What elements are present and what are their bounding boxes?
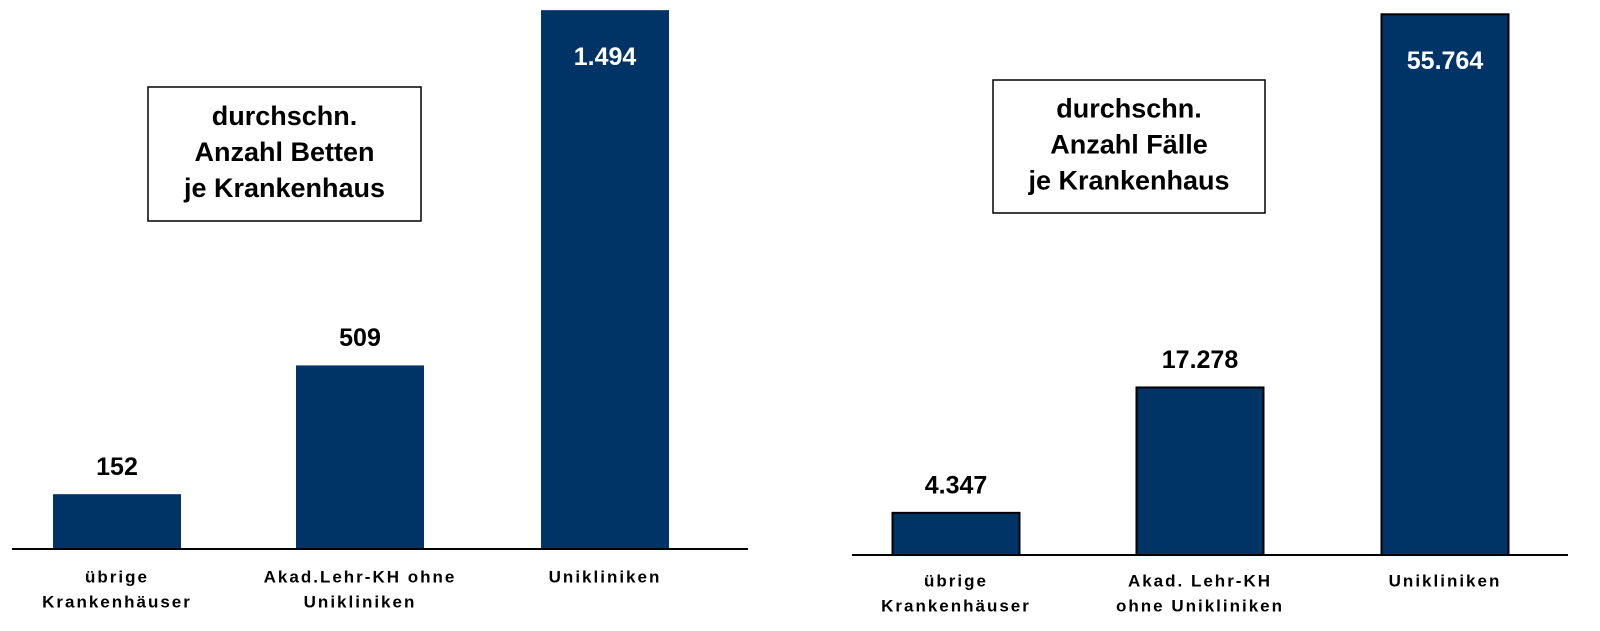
x-tick-label: ohne Unikliniken (1116, 596, 1284, 615)
x-tick-label: Krankenhäuser (42, 592, 192, 611)
chart-title: je Krankenhaus (183, 173, 385, 203)
bar (53, 494, 181, 549)
x-tick-label: Akad.Lehr-KH ohne (264, 567, 457, 586)
x-tick-label: Unikliniken (304, 592, 417, 611)
x-tick-label: übrige (924, 571, 988, 590)
title-box (992, 79, 1266, 214)
value-label: 55.764 (1407, 47, 1484, 75)
bar (296, 365, 424, 549)
x-tick-label: Unikliniken (549, 567, 662, 586)
x-tick-label: Krankenhäuser (881, 596, 1031, 615)
bar (1380, 13, 1510, 557)
bar (1135, 386, 1265, 557)
value-label: 509 (339, 324, 381, 352)
chart-title: Anzahl Betten (194, 137, 374, 167)
chart-title: Anzahl Fälle (1050, 130, 1208, 160)
value-label: 1.494 (574, 43, 637, 71)
value-label: 152 (96, 453, 138, 481)
x-tick-label: übrige (85, 567, 149, 586)
title-box (147, 86, 422, 222)
value-label: 17.278 (1162, 346, 1239, 374)
x-tick-label: Akad. Lehr-KH (1128, 571, 1272, 590)
bar (891, 511, 1021, 556)
chart-title: durchschn. (212, 101, 358, 131)
chart-title: je Krankenhaus (1027, 166, 1229, 196)
x-tick-label: Unikliniken (1389, 571, 1502, 590)
chart-title: durchschn. (1056, 94, 1202, 124)
bar (541, 10, 669, 549)
value-label: 4.347 (925, 471, 988, 499)
